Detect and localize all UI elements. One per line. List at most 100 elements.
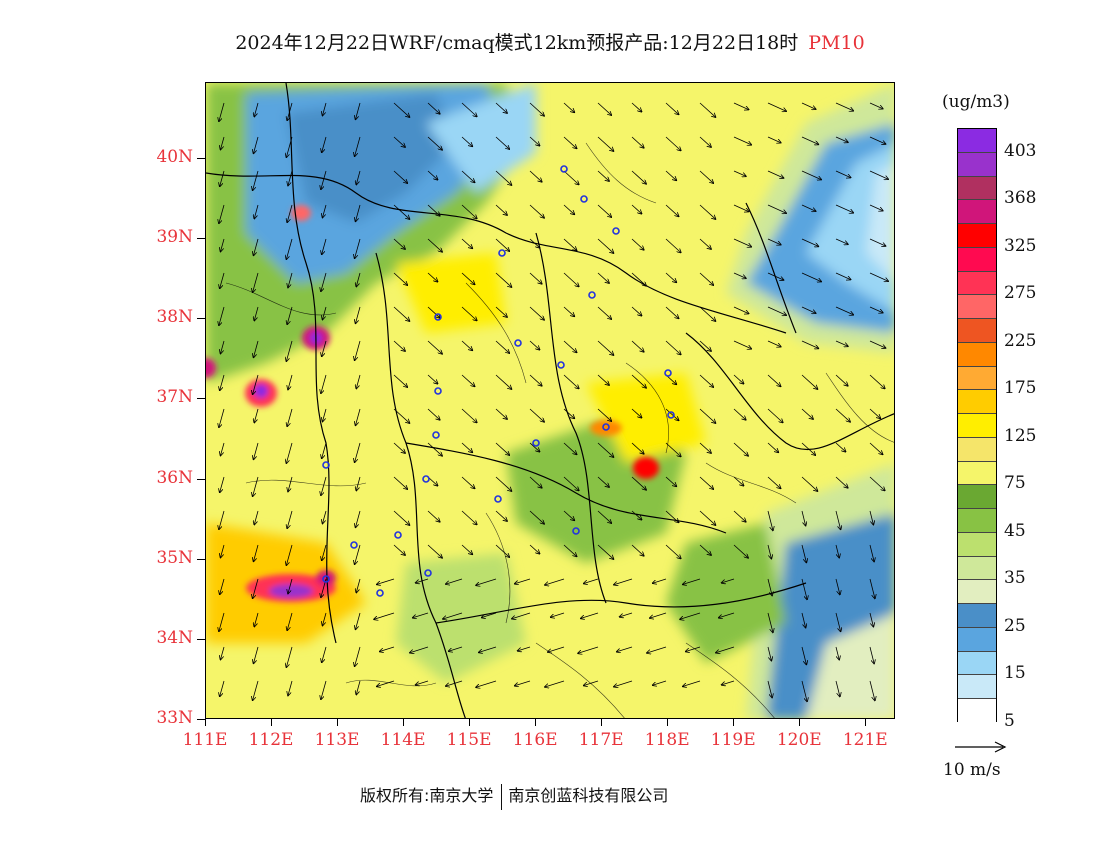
- legend-swatch: [958, 627, 996, 652]
- wind-arrow: [597, 102, 611, 115]
- wind-arrow: [733, 170, 746, 176]
- wind-arrow: [254, 136, 259, 153]
- wind-arrow: [869, 510, 873, 525]
- wind-arrow: [254, 204, 259, 219]
- wind-arrow: [767, 238, 781, 245]
- legend-swatch: [958, 509, 996, 533]
- wind-arrow: [356, 612, 361, 629]
- copyright-separator: [501, 783, 503, 810]
- wind-arrow: [665, 306, 679, 318]
- wind-arrow: [254, 238, 259, 255]
- wind-arrow: [416, 680, 429, 685]
- wind-vector-field: [219, 102, 888, 701]
- wind-arrow: [461, 204, 477, 219]
- wind-arrow: [683, 578, 701, 584]
- wind-arrow: [801, 374, 818, 389]
- wind-arrow: [801, 646, 806, 665]
- wind-arrow: [323, 306, 327, 320]
- wind-arrow: [699, 476, 713, 489]
- wind-arrow: [427, 204, 440, 216]
- wind-arrow: [733, 442, 748, 456]
- city-marker: [322, 461, 330, 469]
- wind-arrow: [835, 272, 851, 280]
- legend-swatch: [958, 319, 996, 343]
- wind-arrow: [461, 306, 477, 321]
- wind-arrow: [322, 646, 327, 662]
- wind-arrow: [869, 340, 886, 348]
- latitude-label: 34N: [156, 627, 193, 648]
- city-marker: [514, 339, 522, 347]
- pollution-hotspots: [206, 205, 659, 602]
- longitude-label: 118E: [644, 730, 690, 750]
- legend-tick-label: 403: [1004, 140, 1037, 161]
- wind-arrow: [219, 204, 225, 223]
- wind-arrow: [563, 340, 577, 352]
- wind-arrow: [631, 102, 642, 112]
- city-marker: [494, 495, 502, 503]
- wind-arrow: [597, 204, 611, 217]
- latitude-tick: [197, 478, 205, 480]
- legend-swatch: [958, 224, 996, 248]
- city-marker: [432, 431, 440, 439]
- latitude-tick: [197, 238, 205, 240]
- wind-arrow: [393, 408, 410, 423]
- wind-reference-arrow: [955, 741, 1007, 753]
- wind-arrow: [323, 510, 327, 524]
- wind-arrow: [476, 680, 497, 687]
- wind-arrow: [869, 578, 875, 598]
- wind-arrow: [665, 510, 679, 522]
- wind-arrow: [733, 102, 749, 110]
- wind-arrow: [355, 340, 361, 360]
- wind-arrow: [529, 306, 544, 320]
- wind-arrow: [461, 136, 472, 146]
- wind-arrow: [614, 578, 633, 585]
- latitude-label: 39N: [156, 227, 193, 248]
- legend-tick-label: 35: [1004, 568, 1026, 589]
- wind-arrow: [286, 544, 293, 565]
- wind-arrow: [801, 238, 818, 246]
- city-marker: [350, 541, 358, 549]
- wind-arrow: [288, 476, 293, 492]
- color-legend-bar: [957, 128, 997, 723]
- wind-arrow: [869, 544, 874, 562]
- city-marker: [376, 589, 384, 597]
- wind-arrow: [377, 680, 395, 686]
- wind-arrow: [355, 238, 361, 258]
- legend-swatch: [958, 414, 996, 438]
- wind-arrow: [631, 238, 644, 250]
- wind-arrow: [631, 170, 646, 184]
- wind-arrow: [581, 612, 599, 618]
- wind-arrow: [614, 680, 633, 687]
- wind-arrow: [699, 442, 711, 453]
- wind-arrow: [869, 476, 885, 491]
- wind-reference-label: 10 m/s: [943, 760, 1001, 780]
- wind-arrow: [835, 578, 840, 595]
- wind-arrow: [356, 680, 361, 695]
- wind-arrow: [529, 544, 540, 554]
- longitude-tick: [205, 719, 206, 726]
- wind-arrow: [393, 170, 407, 183]
- wind-arrow: [221, 340, 225, 354]
- wind-arrow: [393, 510, 410, 525]
- wind-arrow: [631, 340, 644, 352]
- wind-arrow: [253, 578, 259, 598]
- legend-swatch: [958, 129, 996, 153]
- wind-arrow: [563, 374, 579, 389]
- wind-arrow: [356, 510, 361, 527]
- wind-arrow: [767, 510, 773, 530]
- wind-arrow: [495, 102, 507, 113]
- wind-arrow: [254, 510, 259, 525]
- wind-arrow: [219, 306, 225, 325]
- wind-arrow: [449, 646, 463, 651]
- wind-arrow: [767, 136, 781, 143]
- wind-arrow: [665, 204, 679, 216]
- legend-tick-label: 45: [1004, 520, 1026, 541]
- wind-arrow: [356, 578, 361, 593]
- wind-arrow: [413, 612, 429, 618]
- wind-arrow: [597, 272, 609, 283]
- wind-arrow: [665, 340, 681, 355]
- latitude-label: 33N: [156, 708, 193, 728]
- wind-arrow: [767, 646, 771, 661]
- city-marker: [322, 575, 330, 583]
- wind-arrow: [495, 136, 509, 149]
